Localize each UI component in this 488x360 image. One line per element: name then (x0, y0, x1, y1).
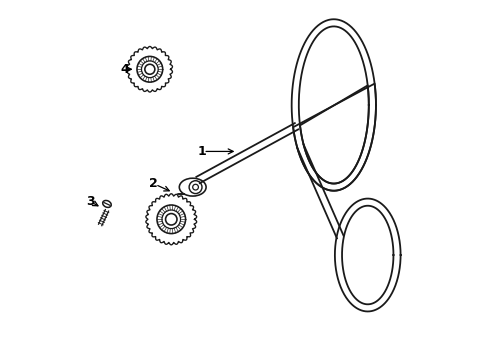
Text: 3: 3 (86, 195, 98, 208)
Text: 4: 4 (120, 63, 131, 76)
Text: 1: 1 (197, 145, 233, 158)
Text: 2: 2 (149, 177, 169, 191)
